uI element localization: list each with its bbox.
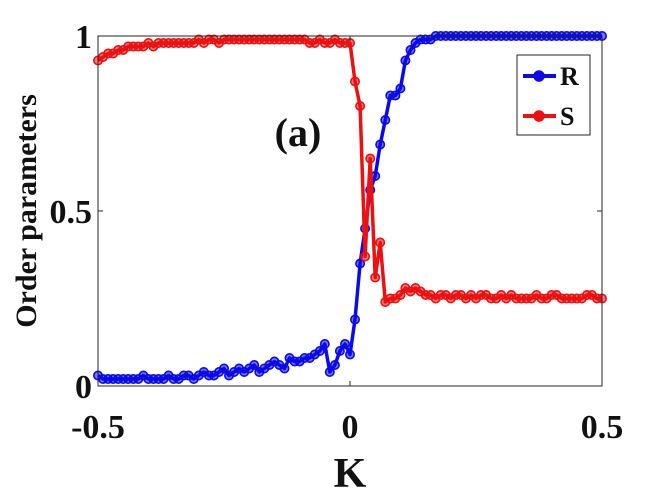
- data-point-s: [365, 153, 376, 164]
- data-point-r: [390, 90, 401, 101]
- x-tick-label: 0: [342, 409, 359, 446]
- data-point-r: [219, 363, 230, 374]
- data-point-r: [349, 314, 360, 325]
- data-point-r: [355, 258, 366, 269]
- legend-entry-s: S: [523, 102, 574, 131]
- legend-entry-r: R: [523, 62, 579, 91]
- data-point-r: [405, 44, 416, 55]
- data-point-r: [319, 338, 330, 349]
- data-point-r: [334, 345, 345, 356]
- data-point-s: [360, 251, 371, 262]
- x-axis-title: K: [334, 451, 367, 495]
- data-point-r: [375, 139, 386, 150]
- x-tick-label: 0.5: [581, 409, 624, 446]
- x-tick-label: -0.5: [71, 409, 125, 446]
- data-point-r: [344, 349, 355, 360]
- legend-marker-s: [533, 110, 545, 122]
- y-tick-label: 0.5: [50, 194, 93, 231]
- data-point-s: [395, 289, 406, 300]
- data-point-r: [395, 83, 406, 94]
- data-point-r: [279, 363, 290, 374]
- panel-label: (a): [275, 110, 322, 155]
- data-point-r: [400, 55, 411, 66]
- legend-label-r: R: [560, 62, 579, 91]
- series-s: [93, 34, 607, 307]
- data-point-s: [375, 237, 386, 248]
- data-point-r: [380, 115, 391, 126]
- data-point-r: [324, 366, 335, 377]
- data-point-r: [249, 359, 260, 370]
- legend-label-s: S: [560, 102, 574, 131]
- tick-layer: -0.5 0 0.500.51: [50, 19, 624, 446]
- data-point-s: [349, 76, 360, 87]
- data-point-r: [339, 338, 350, 349]
- data-point-s: [355, 101, 366, 112]
- data-point-s: [370, 272, 381, 283]
- legend-box: [516, 54, 591, 136]
- y-tick-label: 0: [75, 369, 92, 406]
- y-axis-title: Order parameters: [10, 94, 43, 328]
- data-point-r: [314, 345, 325, 356]
- data-point-r: [329, 359, 340, 370]
- legend-marker-r: [533, 70, 545, 82]
- legend: R S: [516, 54, 591, 136]
- y-tick-label: 1: [75, 19, 92, 56]
